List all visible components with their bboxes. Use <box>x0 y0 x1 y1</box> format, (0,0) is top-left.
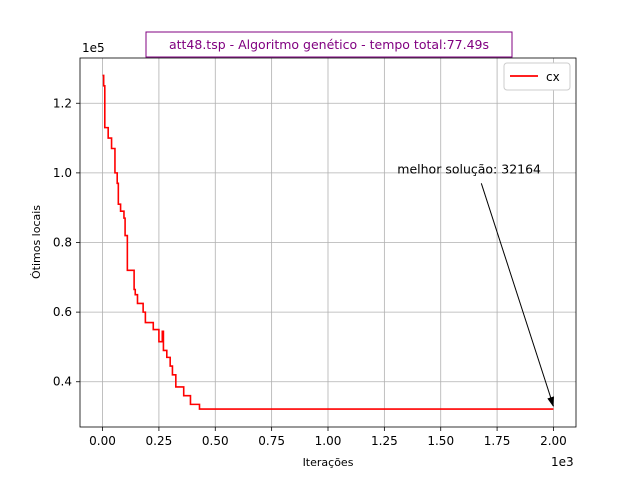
series-layer <box>102 74 554 410</box>
x-axis-ticks: 0.00 0.25 0.50 0.75 1.00 1.25 1.50 1.75 2.00 <box>89 427 567 448</box>
x-tick-label: 2.00 <box>540 434 567 448</box>
y-tick-label: 1.0 <box>53 166 72 180</box>
x-tick-label: 1.50 <box>427 434 454 448</box>
legend: cx <box>503 62 571 91</box>
y-axis-label: Ótimos locais <box>30 205 43 279</box>
x-tick-label: 1.75 <box>484 434 511 448</box>
y-tick-label: 1.2 <box>53 96 72 110</box>
x-tick-label: 0.00 <box>89 434 116 448</box>
y-tick-label: 0.8 <box>53 236 72 250</box>
title-frame <box>145 31 513 58</box>
x-axis-label: Iterações <box>303 456 354 469</box>
y-offset-label: 1e5 <box>82 41 105 55</box>
x-tick-label: 0.25 <box>146 434 173 448</box>
x-tick-label: 1.25 <box>371 434 398 448</box>
legend-label: cx <box>546 70 560 84</box>
annotation-arrowhead <box>547 396 555 408</box>
x-tick-label: 1.00 <box>315 434 342 448</box>
y-tick-label: 0.6 <box>53 305 72 319</box>
annotation-text: melhor solução: 32164 <box>397 161 541 176</box>
x-tick-label: 0.50 <box>202 434 229 448</box>
series-line-cx <box>102 74 554 410</box>
grid <box>80 58 576 427</box>
y-axis-ticks: 0.4 0.6 0.8 1.0 1.2 <box>53 96 80 389</box>
x-tick-label: 0.75 <box>258 434 285 448</box>
chart-title: att48.tsp - Algoritmo genético - tempo t… <box>169 37 489 52</box>
y-tick-label: 0.4 <box>53 375 72 389</box>
x-offset-label: 1e3 <box>551 455 574 469</box>
title-box: att48.tsp - Algoritmo genético - tempo t… <box>145 31 513 58</box>
annotation: melhor solução: 32164 <box>397 161 555 408</box>
annotation-arrow <box>480 183 554 407</box>
